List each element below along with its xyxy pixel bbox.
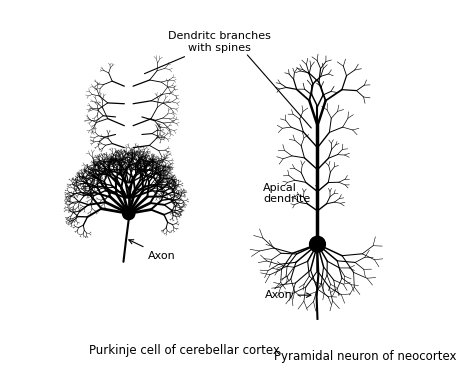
Text: Axon: Axon bbox=[265, 290, 311, 300]
Text: Axon: Axon bbox=[129, 240, 176, 261]
Circle shape bbox=[310, 236, 325, 252]
Circle shape bbox=[123, 207, 135, 220]
Text: Dendritc branches
with spines: Dendritc branches with spines bbox=[145, 31, 271, 74]
Text: Apical
dendrite: Apical dendrite bbox=[263, 183, 318, 204]
Text: Pyramidal neuron of neocortex: Pyramidal neuron of neocortex bbox=[273, 350, 456, 363]
Text: Purkinje cell of cerebellar cortex: Purkinje cell of cerebellar cortex bbox=[89, 344, 280, 357]
